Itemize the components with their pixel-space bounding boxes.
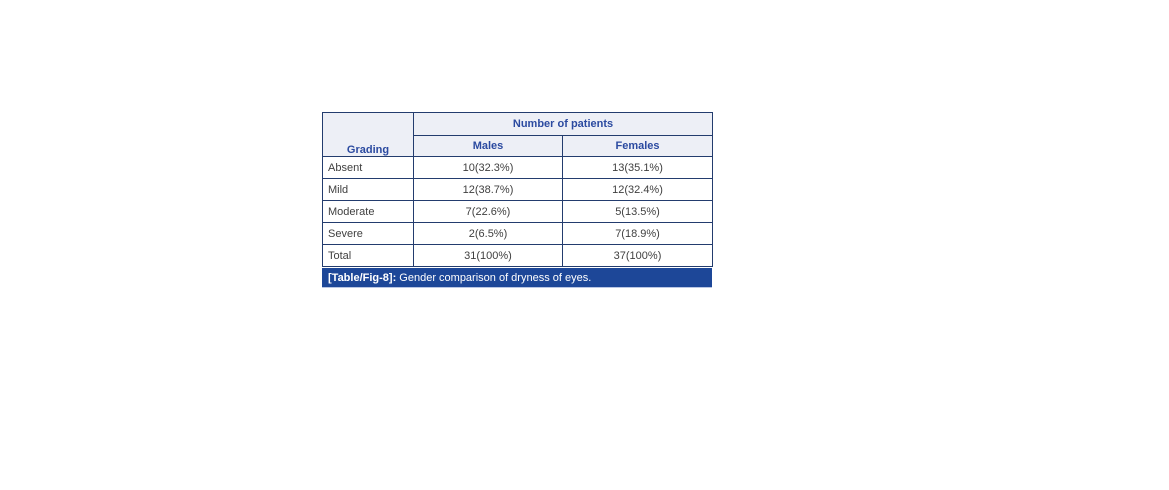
table-row: Severe 2(6.5%) 7(18.9%) bbox=[322, 222, 714, 245]
males-value-cell: 2(6.5%) bbox=[413, 222, 563, 245]
females-value-cell: 13(35.1%) bbox=[561, 156, 714, 179]
males-value-cell: 7(22.6%) bbox=[413, 200, 563, 223]
table-header: Grading Number of patients Males Females bbox=[322, 112, 714, 157]
table-row: Total 31(100%) 37(100%) bbox=[322, 244, 714, 267]
figure-table: Grading Number of patients Males Females… bbox=[322, 112, 714, 288]
table-row: Mild 12(38.7%) 12(32.4%) bbox=[322, 178, 714, 201]
males-value-cell: 31(100%) bbox=[413, 244, 563, 267]
column-header-males: Males bbox=[413, 135, 563, 157]
grading-cell: Absent bbox=[322, 156, 414, 179]
column-header-females: Females bbox=[561, 135, 714, 157]
females-value-cell: 12(32.4%) bbox=[561, 178, 714, 201]
females-value-cell: 5(13.5%) bbox=[561, 200, 714, 223]
caption-text: Gender comparison of dryness of eyes. bbox=[396, 272, 592, 284]
table-body: Absent 10(32.3%) 13(35.1%) Mild 12(38.7%… bbox=[322, 156, 714, 267]
grading-cell: Mild bbox=[322, 178, 414, 201]
table-row: Absent 10(32.3%) 13(35.1%) bbox=[322, 156, 714, 179]
caption-figure-label: [Table/Fig-8]: bbox=[328, 272, 397, 284]
column-header-grading: Grading bbox=[322, 112, 414, 157]
patients-table: Grading Number of patients Males Females… bbox=[322, 112, 714, 267]
grading-cell: Moderate bbox=[322, 200, 414, 223]
table-caption-bar: [Table/Fig-8]: Gender comparison of dryn… bbox=[322, 268, 712, 288]
grading-cell: Total bbox=[322, 244, 414, 267]
females-value-cell: 37(100%) bbox=[561, 244, 714, 267]
males-value-cell: 10(32.3%) bbox=[413, 156, 563, 179]
grading-cell: Severe bbox=[322, 222, 414, 245]
group-header-number-of-patients: Number of patients bbox=[412, 112, 714, 136]
males-value-cell: 12(38.7%) bbox=[413, 178, 563, 201]
females-value-cell: 7(18.9%) bbox=[561, 222, 714, 245]
table-row: Moderate 7(22.6%) 5(13.5%) bbox=[322, 200, 714, 223]
